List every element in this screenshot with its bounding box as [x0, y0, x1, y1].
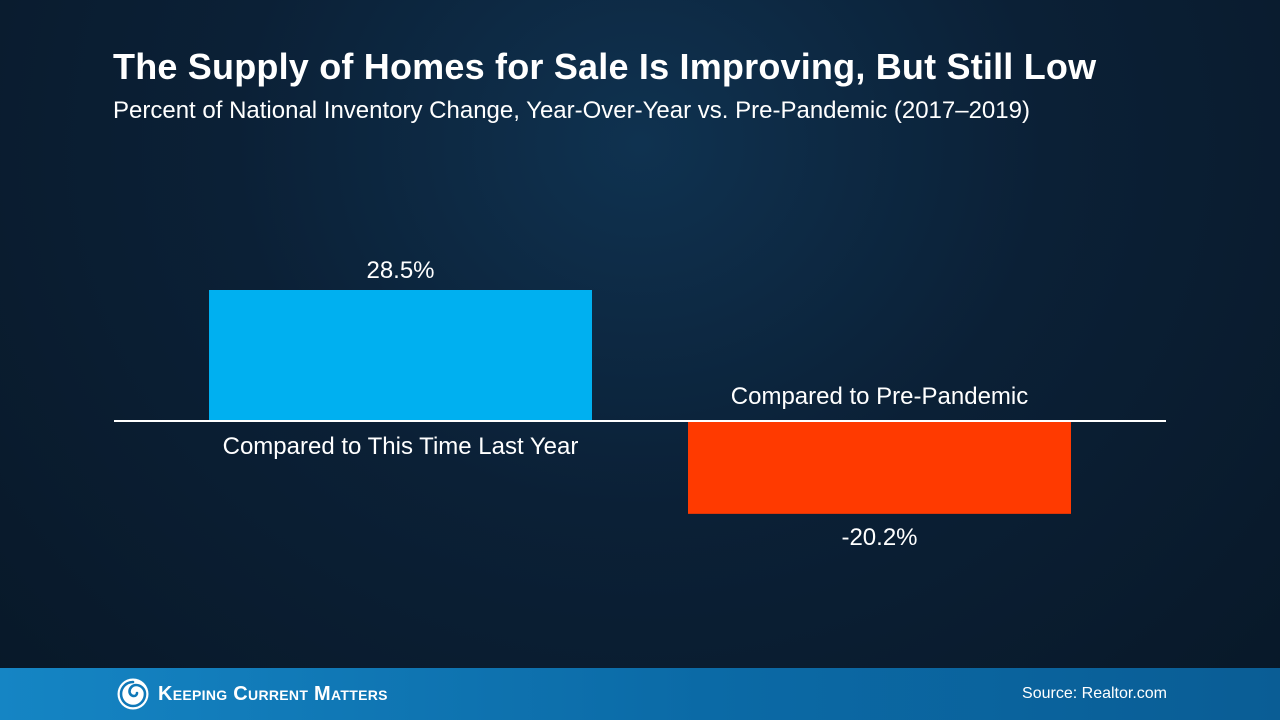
bar-chart: 28.5% Compared to This Time Last Year -20.…	[209, 257, 1071, 551]
brand-logo: Keeping Current Matters	[116, 677, 388, 711]
value-label-1: 28.5%	[366, 257, 434, 284]
category-label-1: Compared to This Time Last Year	[223, 433, 579, 460]
brand-name: Keeping Current Matters	[158, 682, 388, 705]
category-label-2: Compared to Pre-Pandemic	[731, 383, 1028, 410]
swirl-logo-icon	[117, 678, 149, 710]
value-label-2: -20.2%	[841, 524, 917, 551]
chart-title: The Supply of Homes for Sale Is Improvin…	[113, 46, 1097, 87]
bar-2	[688, 421, 1071, 514]
chart-subtitle: Percent of National Inventory Change, Ye…	[113, 97, 1030, 124]
footer-bar: Keeping Current Matters Source: Realtor.…	[0, 668, 1280, 720]
bar-1	[209, 290, 592, 421]
source-note: Source: Realtor.com	[1022, 685, 1167, 702]
